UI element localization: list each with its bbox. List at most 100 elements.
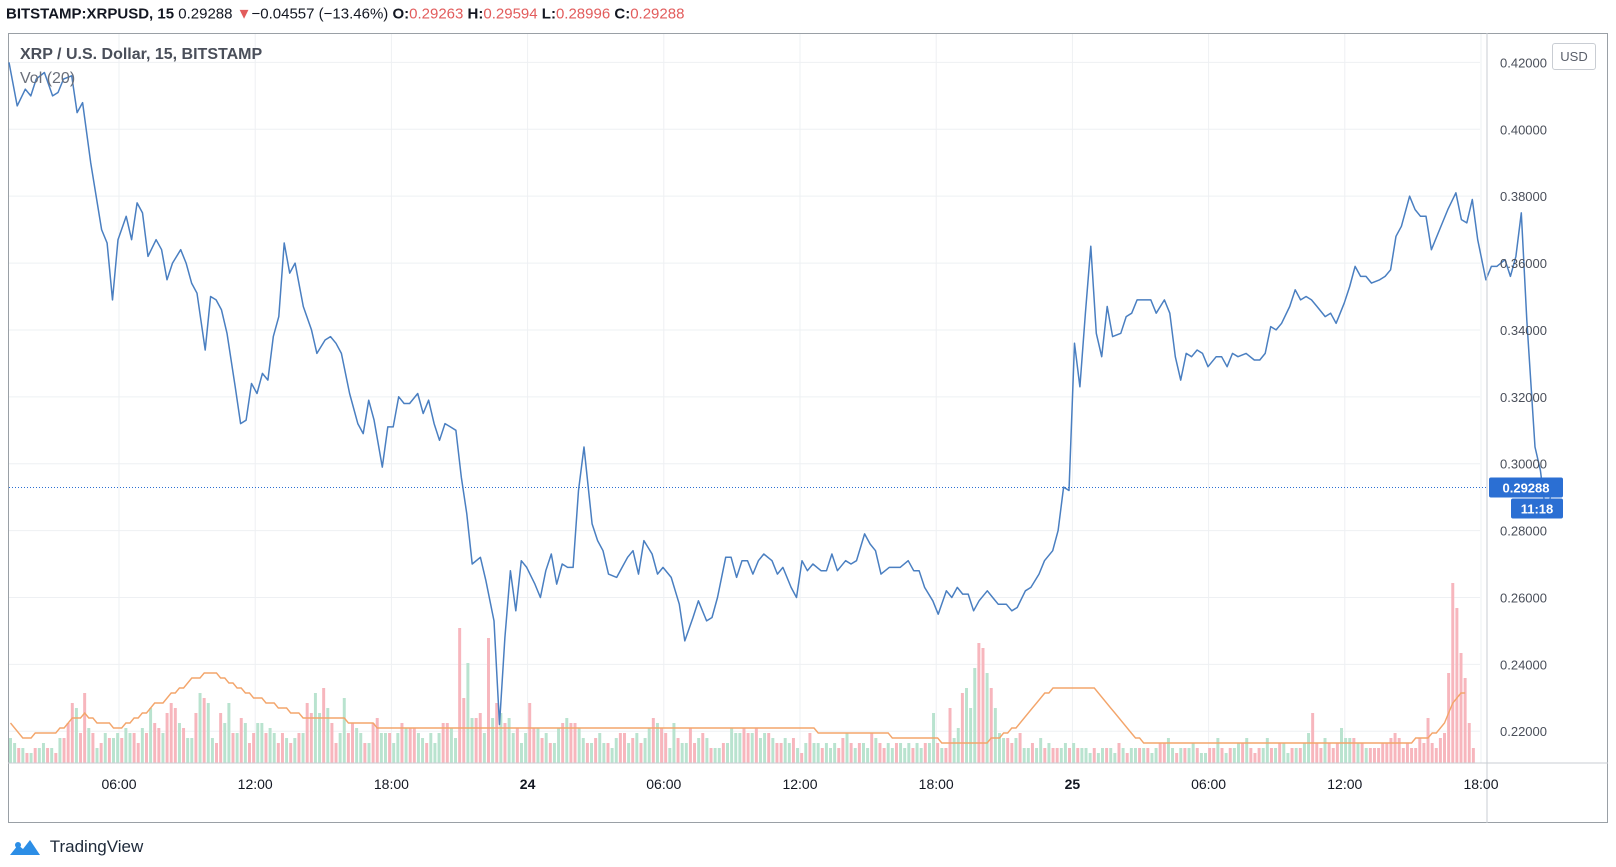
volume-bar (1129, 748, 1133, 763)
brand-name: TradingView (49, 836, 144, 856)
volume-bar (388, 733, 392, 763)
volume-bar (651, 718, 655, 763)
volume-bar (503, 723, 507, 763)
price-change: −0.04557 (−13.46%) (251, 5, 389, 23)
volume-bar (470, 718, 474, 763)
volume-bar (833, 743, 837, 763)
x-tick-label: 24 (520, 776, 536, 792)
volume-bar (758, 738, 762, 763)
volume-bar (1166, 738, 1170, 763)
volume-bar (1125, 753, 1129, 763)
volume-bar (1438, 738, 1442, 763)
volume-bar (1026, 748, 1030, 763)
volume-bar (623, 733, 626, 763)
volume-bar (631, 738, 635, 763)
volume-bar (120, 738, 124, 763)
volume-bar (680, 743, 684, 763)
volume-bar (524, 733, 528, 763)
volume-bar (260, 723, 264, 763)
volume-bar (74, 708, 78, 763)
volume-bar (186, 738, 190, 763)
volume-bar (1022, 748, 1026, 763)
volume-bar (1236, 743, 1240, 763)
volume-bar (112, 738, 115, 763)
volume-bar (655, 723, 659, 763)
volume-bar (701, 733, 705, 763)
volume-bar (1360, 743, 1364, 763)
volume-bar (1298, 748, 1302, 763)
y-tick-label: 0.28000 (1500, 524, 1547, 539)
volume-bar (981, 648, 985, 763)
volume-bar (853, 748, 857, 763)
volume-bar (709, 748, 713, 763)
volume-bar (412, 728, 416, 763)
volume-bar (1323, 738, 1327, 763)
volume-bar (841, 738, 845, 763)
volume-bar (309, 713, 313, 763)
volume-bar (1018, 733, 1022, 763)
volume-bar (264, 733, 268, 763)
volume-bar (598, 733, 602, 763)
time-axis: 06:00 12:00 18:00 24 06:00 12:00 18:00 25 06:00 1… (8, 762, 1608, 792)
volume-bar (149, 708, 153, 763)
price-axis: 0.22000 0.24000 0.26000 0.28000 0.30000 0.320… (1486, 33, 1547, 823)
volume-bar (894, 743, 898, 763)
volume-bar (157, 728, 161, 763)
chart-frame[interactable] (8, 33, 1608, 823)
volume-bar (280, 733, 284, 763)
volume-bar (647, 728, 651, 763)
volume-bar (643, 738, 647, 763)
volume-bar (293, 738, 297, 763)
volume-bar (1410, 748, 1414, 763)
volume-bar (1195, 748, 1199, 763)
volume-bar (915, 743, 919, 763)
volume-bar (29, 753, 33, 763)
volume-bar (1389, 738, 1393, 763)
volume-legend[interactable]: Vol (20) (20, 70, 76, 87)
volume-bar (969, 708, 973, 763)
volume-bar (890, 748, 894, 763)
volume-bar (1220, 748, 1224, 763)
volume-bar (557, 728, 561, 763)
volume-bar (128, 733, 132, 763)
volume-bar (993, 708, 997, 763)
volume-bar (544, 733, 548, 763)
volume-bar (660, 728, 664, 763)
last-price-tag-text: 0.29288 (1503, 481, 1550, 496)
volume-bar (787, 743, 791, 763)
volume-bar (1414, 748, 1418, 763)
volume-bar (1191, 743, 1195, 763)
tradingview-brand[interactable]: TradingView (8, 836, 143, 858)
volume-bar (83, 693, 87, 763)
volume-bar (1278, 743, 1282, 763)
y-tick-label: 0.40000 (1500, 122, 1547, 137)
volume-bar (272, 733, 276, 763)
volume-bar (1138, 748, 1142, 763)
volume-bar (1282, 743, 1286, 763)
y-tick-label: 0.34000 (1500, 323, 1547, 338)
price-tag: 0.29288 11:18 (9, 477, 1563, 519)
volume-bar (1187, 748, 1191, 763)
volume-bar (742, 728, 746, 763)
tradingview-logo-icon (10, 839, 40, 855)
volume-bar (231, 733, 235, 763)
currency-button[interactable]: USD (1552, 43, 1596, 70)
volume-bar (738, 733, 742, 763)
volume-bar (816, 743, 820, 763)
volume-bar (1208, 748, 1212, 763)
x-tick-label: 06:00 (1191, 776, 1226, 792)
volume-bar (1315, 743, 1319, 763)
volume-bar (346, 733, 350, 763)
price-line (8, 62, 1563, 726)
volume-bar (91, 733, 95, 763)
volume-bar (1443, 733, 1446, 763)
y-tick-label: 0.42000 (1500, 55, 1547, 70)
volume-bar (227, 703, 231, 763)
volume-bar (206, 703, 210, 763)
volume-bar (1401, 748, 1405, 763)
volume-bar (248, 743, 251, 763)
series-legend[interactable]: XRP / U.S. Dollar, 15, BITSTAMP (20, 46, 263, 63)
volume-bar (342, 698, 346, 763)
volume-bar (820, 748, 824, 763)
